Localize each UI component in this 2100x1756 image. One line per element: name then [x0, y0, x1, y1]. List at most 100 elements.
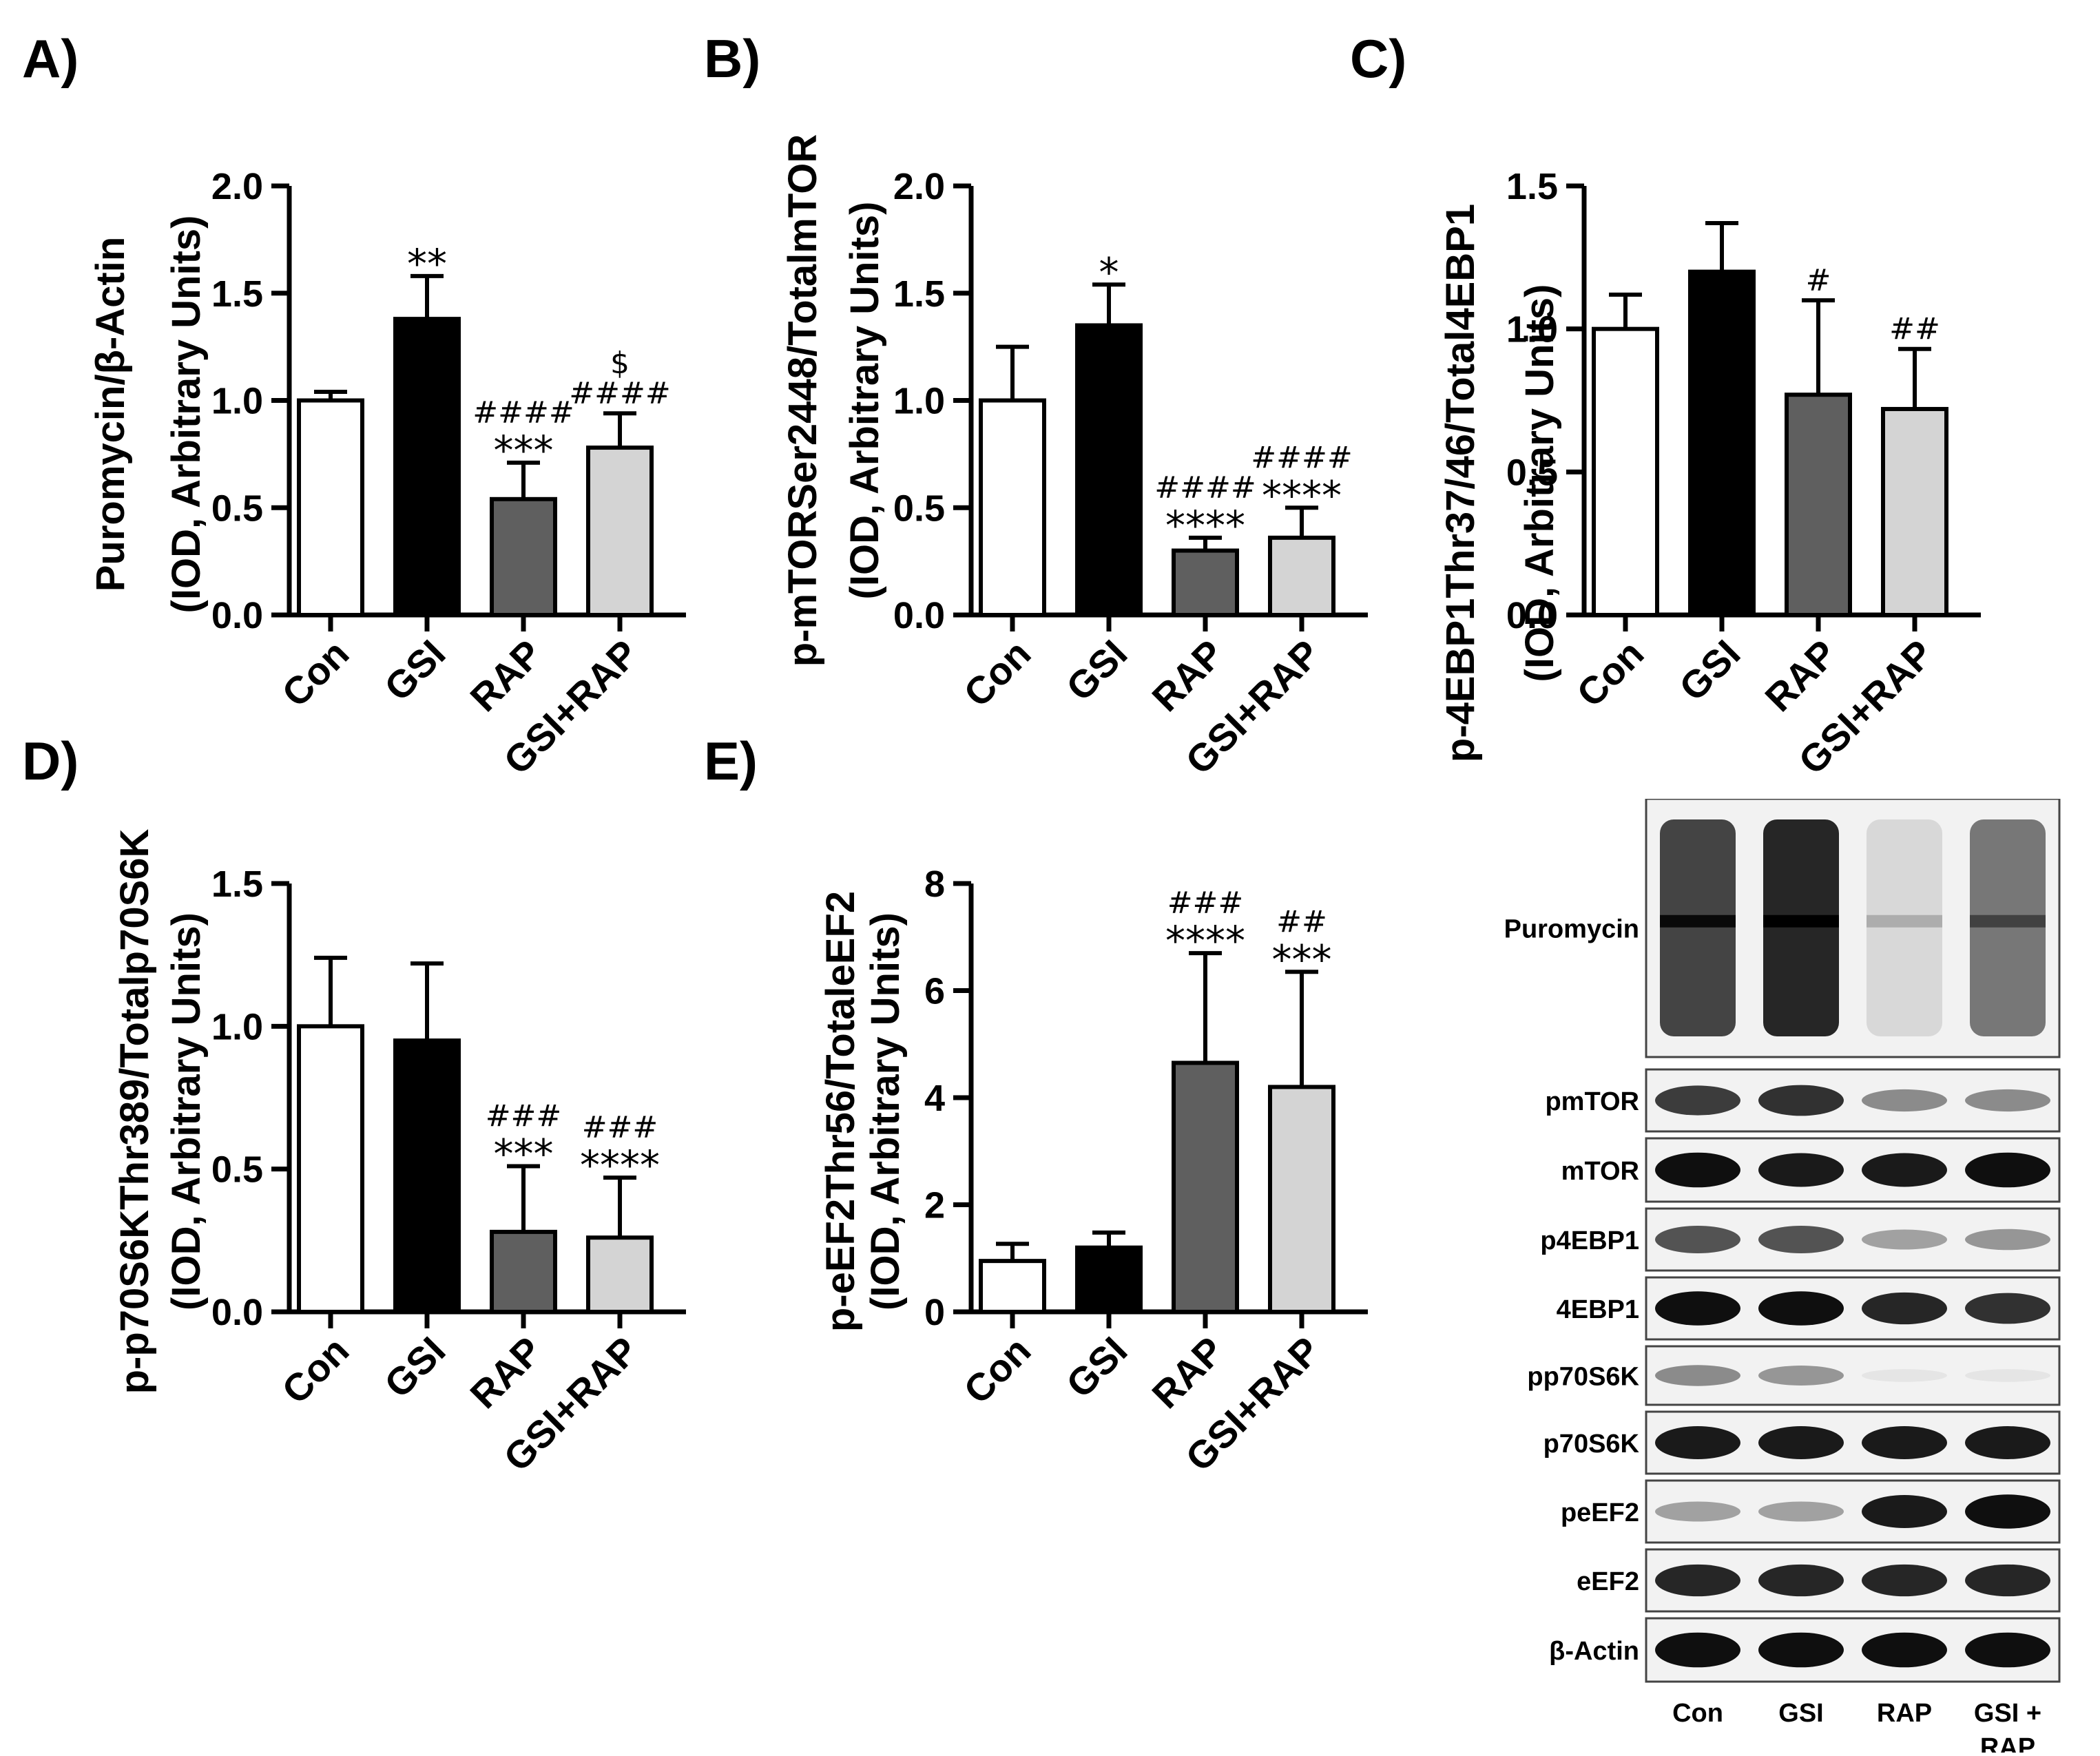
x-tick-label: Con	[955, 1328, 1039, 1412]
blot-lane-label: Con	[1672, 1699, 1723, 1728]
bar-rap	[490, 1229, 557, 1314]
y-tick-label: 0.5	[893, 488, 945, 529]
bar-gsi	[1688, 269, 1756, 617]
blot-svg: Puromycin pmTOR mTOR p4EBP1 4EBP1 pp70S6K p70S…	[1504, 797, 2061, 1756]
blot-lane-label: RAP	[1980, 1733, 2035, 1753]
blot-band	[1758, 1291, 1844, 1326]
blot-row-label: p70S6K	[1543, 1430, 1640, 1459]
blot-row-peef2: peEF2	[1561, 1479, 2061, 1544]
bar-gsi	[393, 1038, 461, 1314]
significance-marker: ****	[1262, 472, 1342, 519]
significance-marker: ***	[494, 1131, 554, 1178]
y-tick-label: 1.0	[211, 1006, 263, 1047]
significance-marker: ####	[1154, 470, 1256, 505]
blot-band	[1862, 1632, 1947, 1668]
blot-band	[1867, 819, 1942, 1036]
blot-band-core	[1970, 914, 2046, 928]
blot-row-label: mTOR	[1561, 1157, 1639, 1186]
bar-rap	[1785, 393, 1852, 618]
blot-band	[1758, 1085, 1844, 1116]
significance-marker: **	[407, 240, 447, 287]
bar-con	[297, 1024, 364, 1315]
chart-e: 0 2 4 6 8 p-eEF2Thr56/TotaleEF2 (IOD, Arbitrar…	[818, 864, 1368, 1479]
blot-band	[1965, 1089, 2050, 1112]
bar-gsi-rap	[1268, 1085, 1335, 1314]
blot-band	[1965, 1564, 2050, 1597]
panel-label-c: C)	[1350, 28, 1407, 89]
panel-label-b: B)	[704, 28, 761, 89]
blot-row-puromycin: Puromycin	[1504, 797, 2061, 1058]
significance-marker: ****	[1165, 502, 1245, 549]
y-tick-label: 1.5	[1506, 166, 1558, 207]
blot-band	[1862, 1564, 1947, 1597]
western-blot-panel: Puromycin pmTOR mTOR p4EBP1 4EBP1 pp70S6K p70S…	[1467, 797, 2073, 1756]
bar-rap	[1172, 1060, 1239, 1315]
x-tick-label: RAP	[1756, 631, 1844, 720]
y-tick-label: 2	[924, 1185, 945, 1226]
significance-marker: ##	[1276, 904, 1327, 939]
bar-con	[297, 398, 364, 617]
blot-band	[1758, 1153, 1844, 1187]
y-tick-label: 1.5	[211, 273, 263, 315]
blot-band	[1655, 1085, 1740, 1116]
blot-band	[1862, 1369, 1947, 1382]
y-axis-label: p-eEF2Thr56/TotaleEF2	[818, 891, 863, 1332]
blot-band	[1965, 1152, 2050, 1188]
blot-band	[1862, 1229, 1947, 1250]
blot-band	[1758, 1366, 1844, 1386]
y-tick-label: 1.0	[1506, 309, 1558, 351]
blot-row-label: β-Actin	[1549, 1637, 1639, 1666]
blot-row-label: pp70S6K	[1527, 1363, 1639, 1392]
blot-band	[1655, 1426, 1740, 1459]
blot-band	[1970, 819, 2046, 1036]
blot-row-label: 4EBP1	[1557, 1295, 1639, 1324]
y-axis-label: (IOD, Arbitrary Units)	[863, 912, 908, 1310]
bar-gsi-rap	[1268, 535, 1335, 617]
y-tick-label: 8	[924, 864, 945, 905]
y-tick-label: 4	[924, 1078, 945, 1119]
y-tick-label: 0.5	[1506, 452, 1558, 493]
blot-row-p70s6k: p70S6K	[1543, 1410, 2061, 1475]
y-tick-label: 1.5	[211, 864, 263, 905]
y-tick-label: 2.0	[211, 166, 263, 207]
blot-band	[1965, 1229, 2050, 1251]
blot-band	[1965, 1632, 2050, 1668]
panel-label-a: A)	[22, 28, 79, 89]
bar-gsi	[1075, 323, 1143, 617]
blot-band	[1660, 819, 1736, 1036]
blot-band	[1655, 1501, 1740, 1522]
significance-marker: ***	[1272, 936, 1332, 983]
x-tick-label: GSI	[376, 631, 454, 709]
bar-gsi	[393, 317, 461, 617]
x-tick-label: GSI	[1671, 631, 1749, 709]
panel-label-e: E)	[704, 731, 758, 791]
bar-rap	[1172, 548, 1239, 617]
y-axis-label: (IOD, Arbitrary Units)	[164, 912, 209, 1310]
y-axis-label: p-p70S6KThr389/Totalp70S6K	[112, 828, 157, 1394]
significance-marker: ***	[494, 427, 554, 474]
y-axis-label: (IOD, Arbitrary Units)	[164, 216, 209, 614]
blot-band	[1763, 819, 1839, 1036]
x-tick-label: RAP	[1143, 1328, 1231, 1417]
blot-band	[1758, 1225, 1844, 1254]
significance-marker: ****	[580, 1142, 660, 1189]
significance-marker: *	[1099, 249, 1119, 295]
blot-row-label: Puromycin	[1504, 915, 1639, 944]
y-tick-label: 0.0	[893, 595, 945, 636]
significance-marker: ####	[1251, 440, 1352, 475]
x-tick-label: Con	[273, 1328, 357, 1412]
significance-marker: ****	[1165, 917, 1245, 964]
blot-band	[1655, 1564, 1740, 1597]
bar-con	[979, 398, 1046, 617]
blot-band	[1655, 1632, 1740, 1668]
blot-row-label: p4EBP1	[1540, 1226, 1639, 1255]
chart-b: 0.0 0.5 1.0 1.5 2.0 p-mTORSer2448/TotalmTOR (I…	[780, 134, 1368, 782]
y-axis-label: (IOD, Arbitrary Units)	[842, 202, 887, 600]
y-tick-label: 1.0	[893, 381, 945, 422]
chart-a: 0.0 0.5 1.0 1.5 2.0 Puromycin/β-Actin (IOD, Ar…	[88, 166, 686, 782]
x-tick-label: Con	[955, 631, 1039, 715]
y-tick-label: 1.5	[893, 273, 945, 315]
significance-marker: ####	[472, 395, 574, 430]
blot-band	[1758, 1632, 1844, 1668]
